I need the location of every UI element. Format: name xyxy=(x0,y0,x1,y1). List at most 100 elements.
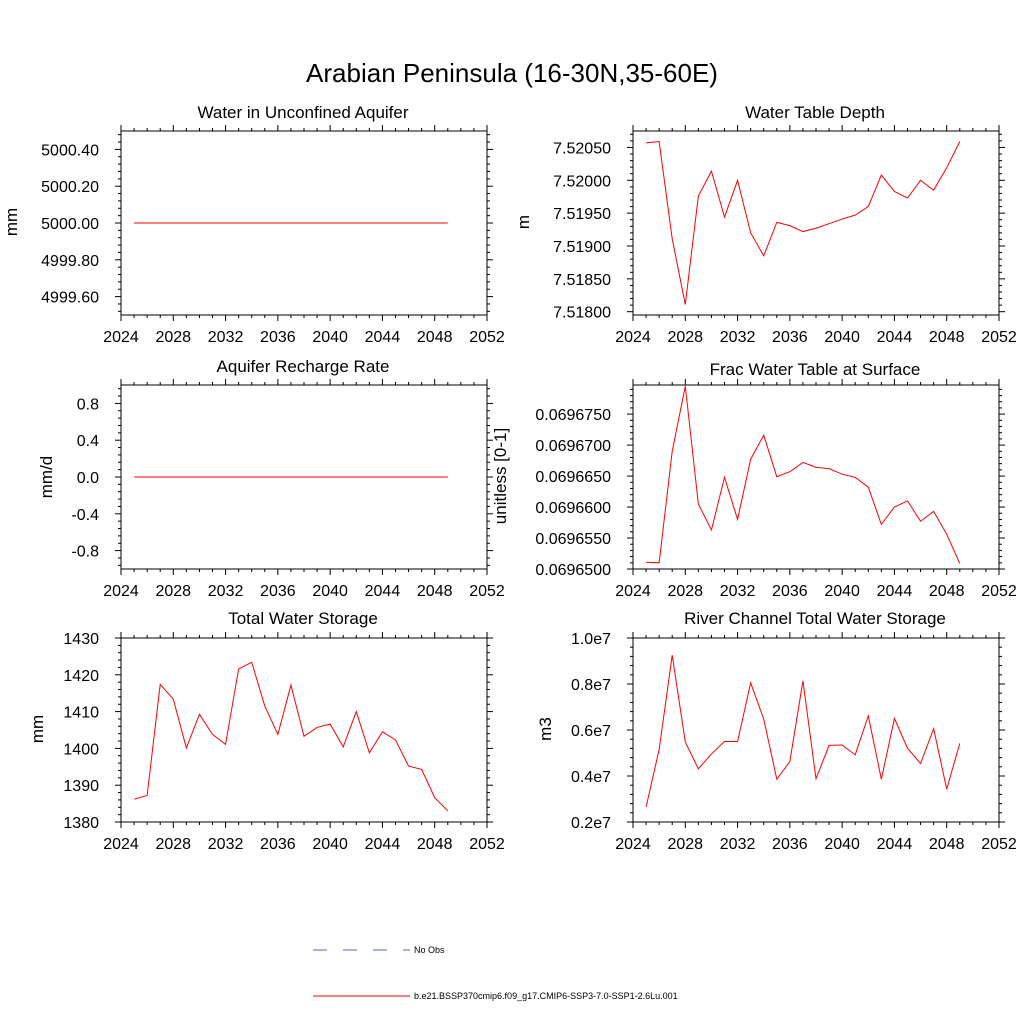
y-tick-label: 0.2e7 xyxy=(571,815,611,832)
x-tick-label: 2044 xyxy=(877,836,913,853)
y-tick-label: 4999.80 xyxy=(41,253,99,270)
x-tick-label: 2036 xyxy=(260,836,296,853)
legend: No Obs b.e21.BSSP370cmip6.f09_g17.CMIP6-… xyxy=(313,945,678,1001)
x-tick-label: 2036 xyxy=(260,329,296,346)
panel-aquifer-recharge-rate: Aquifer Recharge Rate mm/d 2024 2028 2032 2… xyxy=(37,357,505,600)
y-tick-label: 0.4 xyxy=(77,433,99,450)
x-tick-label: 2036 xyxy=(260,583,296,600)
y-axis-label: m xyxy=(514,215,533,229)
x-tick-label: 2052 xyxy=(981,836,1017,853)
x-tick-label: 2048 xyxy=(929,329,965,346)
y-tick-label: 1390 xyxy=(63,778,99,795)
x-tick-label: 2028 xyxy=(155,329,191,346)
x-tick-label: 2052 xyxy=(469,836,505,853)
y-tick-label: 0.0696550 xyxy=(535,531,611,548)
panel-river-channel-total-water-storage: River Channel Total Water Storage m3 202… xyxy=(536,609,1017,853)
panel-total-water-storage: Total Water Storage mm 2024 2028 2032 2036 2… xyxy=(28,609,505,853)
x-tick-label: 2032 xyxy=(208,583,244,600)
x-tick-label: 2040 xyxy=(312,583,348,600)
x-tick-label: 2024 xyxy=(103,583,139,600)
y-axis-label: mm xyxy=(28,715,47,743)
y-tick-label: 0.0 xyxy=(77,470,99,487)
series-line xyxy=(646,386,961,564)
y-tick-label: 1.0e7 xyxy=(571,631,611,648)
y-tick-label: 0.0696650 xyxy=(535,469,611,486)
y-axis-label: unitless [0-1] xyxy=(491,428,510,524)
x-tick-label: 2028 xyxy=(155,836,191,853)
y-axis-label: mm xyxy=(2,208,21,236)
plot-frame xyxy=(632,637,1000,823)
x-tick-label: 2048 xyxy=(417,329,453,346)
x-tick-label: 2040 xyxy=(312,836,348,853)
figure-title: Arabian Peninsula (16-30N,35-60E) xyxy=(306,58,718,88)
x-tick-label: 2032 xyxy=(720,583,756,600)
x-tick-label: 2044 xyxy=(365,329,401,346)
x-tick-label: 2036 xyxy=(772,329,808,346)
panel-water-in-unconfined-aquifer: Water in Unconfined Aquifer mm 2024 2028 2… xyxy=(2,103,505,346)
y-tick-label: -0.8 xyxy=(71,544,99,561)
x-tick-label: 2024 xyxy=(103,329,139,346)
panel-title: River Channel Total Water Storage xyxy=(684,609,946,628)
plot-frame xyxy=(120,637,488,823)
y-tick-label: 1400 xyxy=(63,741,99,758)
panel-title: Aquifer Recharge Rate xyxy=(217,357,390,376)
y-tick-label: 5000.00 xyxy=(41,216,99,233)
x-tick-label: 2040 xyxy=(824,836,860,853)
series-line xyxy=(133,661,449,812)
x-tick-label: 2052 xyxy=(469,583,505,600)
x-tick-label: 2048 xyxy=(417,836,453,853)
panel-title: Frac Water Table at Surface xyxy=(710,360,921,379)
plot-area: 2024 2028 2032 2036 2040 2044 2048 2052 7.51800 7… xyxy=(553,125,1017,346)
legend-obs-label: No Obs xyxy=(414,945,445,955)
plot-frame xyxy=(632,130,1000,316)
plot-area: 2024 2028 2032 2036 2040 2044 2048 2052 0.2e7 0.4… xyxy=(571,631,1017,853)
x-tick-label: 2028 xyxy=(667,836,703,853)
x-tick-label: 2040 xyxy=(312,329,348,346)
series-line xyxy=(646,140,961,305)
x-tick-label: 2032 xyxy=(720,836,756,853)
panel-water-table-depth: Water Table Depth m 2024 2028 2032 2036 2040… xyxy=(514,103,1017,346)
plot-area: 2024 2028 2032 2036 2040 2044 2048 2052 -0.8 -0.4… xyxy=(71,379,505,600)
y-tick-label: 0.0696500 xyxy=(535,562,611,579)
x-tick-label: 2028 xyxy=(667,583,703,600)
y-axis-label: m3 xyxy=(536,717,555,741)
x-tick-label: 2048 xyxy=(929,836,965,853)
panel-title: Total Water Storage xyxy=(228,609,378,628)
y-tick-label: 1420 xyxy=(63,668,99,685)
x-tick-label: 2052 xyxy=(981,329,1017,346)
legend-model-label: b.e21.BSSP370cmip6.f09_g17.CMIP6-SSP3-7.… xyxy=(414,991,678,1001)
y-tick-label: 0.4e7 xyxy=(571,769,611,786)
x-tick-label: 2024 xyxy=(615,329,651,346)
y-tick-label: 7.51900 xyxy=(553,239,611,256)
x-tick-label: 2036 xyxy=(772,836,808,853)
x-tick-label: 2028 xyxy=(155,583,191,600)
panel-title: Water Table Depth xyxy=(745,103,885,122)
y-axis-label: mm/d xyxy=(37,456,56,499)
y-tick-label: 7.51800 xyxy=(553,305,611,322)
panel-frac-water-table-at-surface: Frac Water Table at Surface unitless [0-… xyxy=(491,360,1017,600)
y-tick-label: 5000.20 xyxy=(41,179,99,196)
x-tick-label: 2028 xyxy=(667,329,703,346)
y-tick-label: 0.8e7 xyxy=(571,677,611,694)
y-tick-label: 7.51950 xyxy=(553,206,611,223)
x-tick-label: 2032 xyxy=(720,329,756,346)
y-tick-label: 7.52000 xyxy=(553,173,611,190)
x-tick-label: 2040 xyxy=(824,329,860,346)
y-tick-label: 1410 xyxy=(63,705,99,722)
plot-area: 2024 2028 2032 2036 2040 2044 2048 2052 4999.60 4… xyxy=(41,125,505,346)
y-tick-label: 5000.40 xyxy=(41,142,99,159)
y-tick-label: 7.51850 xyxy=(553,272,611,289)
y-tick-label: 0.0696750 xyxy=(535,407,611,424)
y-tick-label: -0.4 xyxy=(71,507,99,524)
y-tick-label: 4999.60 xyxy=(41,290,99,307)
x-tick-label: 2044 xyxy=(365,583,401,600)
x-tick-label: 2052 xyxy=(469,329,505,346)
x-tick-label: 2032 xyxy=(208,329,244,346)
x-tick-label: 2036 xyxy=(772,583,808,600)
y-tick-label: 0.6e7 xyxy=(571,723,611,740)
plot-area: 2024 2028 2032 2036 2040 2044 2048 2052 0.069650… xyxy=(535,379,1017,600)
y-tick-label: 7.52050 xyxy=(553,140,611,157)
plot-area: 2024 2028 2032 2036 2040 2044 2048 2052 1380 1390… xyxy=(63,631,504,853)
x-tick-label: 2048 xyxy=(929,583,965,600)
x-tick-label: 2052 xyxy=(981,583,1017,600)
